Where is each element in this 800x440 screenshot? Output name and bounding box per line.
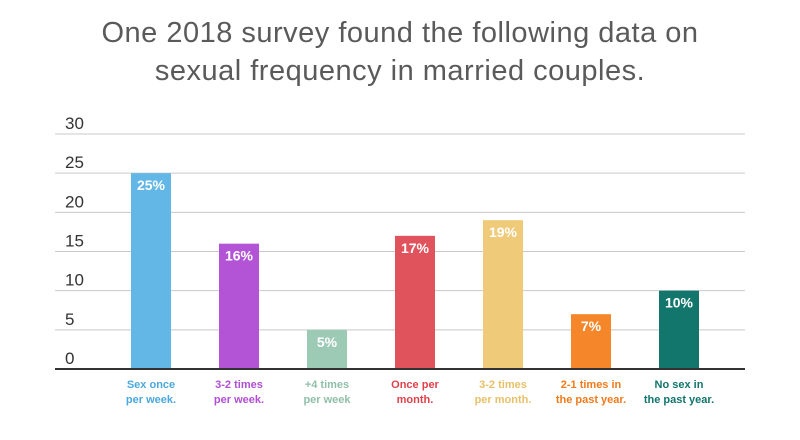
chart-title: One 2018 survey found the following data…	[0, 14, 800, 90]
data-label: 7%	[581, 318, 602, 334]
y-tick-label: 5	[65, 310, 74, 329]
data-label: 16%	[225, 248, 254, 264]
chart-title-line-2: sexual frequency in married couples.	[154, 55, 646, 87]
x-tick-label: No sex in	[655, 379, 704, 391]
y-tick-label: 20	[65, 192, 84, 211]
data-label: 17%	[401, 240, 430, 256]
data-label: 5%	[317, 334, 338, 350]
x-tick-label: 2-1 times in	[561, 379, 622, 391]
x-tick-label: the past year.	[556, 394, 626, 406]
x-tick-label: month.	[397, 394, 434, 406]
bar	[131, 173, 171, 369]
x-tick-label: per month.	[475, 394, 532, 406]
data-label: 25%	[137, 177, 166, 193]
bar	[483, 220, 523, 369]
bar	[571, 314, 611, 369]
x-tick-label: Once per	[391, 379, 439, 391]
data-label: 10%	[665, 295, 694, 311]
bar	[395, 235, 435, 369]
y-tick-label: 0	[65, 349, 74, 368]
chart-title-line-1: One 2018 survey found the following data…	[101, 17, 699, 49]
data-label: 19%	[489, 224, 518, 240]
y-tick-label: 10	[65, 271, 84, 290]
y-tick-label: 15	[65, 232, 84, 251]
x-tick-label: 3-2 times	[479, 379, 527, 391]
x-tick-label: +4 times	[305, 379, 349, 391]
x-tick-label: per week.	[126, 394, 176, 406]
x-tick-label: the past year.	[644, 394, 714, 406]
bar	[659, 290, 699, 369]
bar	[307, 329, 347, 369]
bar	[219, 243, 259, 369]
y-tick-label: 30	[65, 114, 84, 133]
x-tick-label: per week.	[214, 394, 264, 406]
x-tick-label: Sex once	[127, 379, 175, 391]
y-tick-label: 25	[65, 153, 84, 172]
x-tick-label: 3-2 times	[215, 379, 263, 391]
x-tick-label: per week	[303, 394, 351, 406]
